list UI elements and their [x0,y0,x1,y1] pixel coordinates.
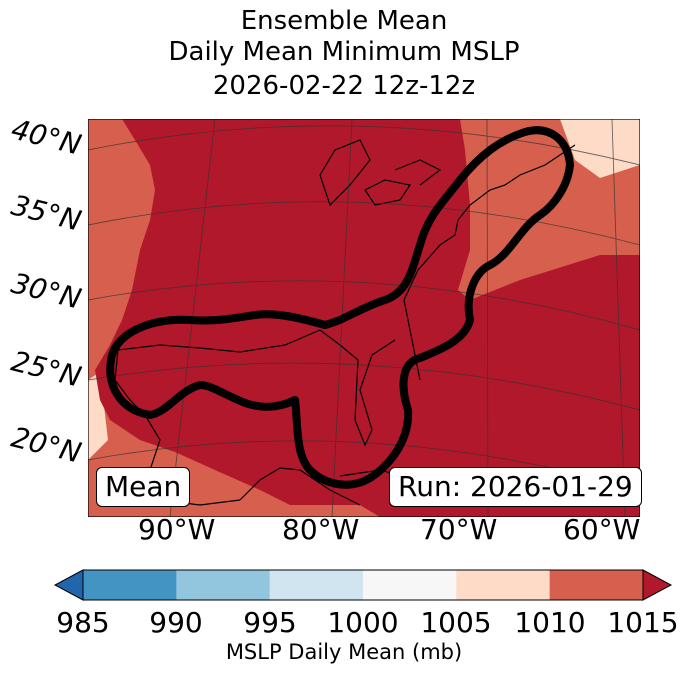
colorbar-extend-low [53,569,84,601]
colorbar-frame [82,569,644,601]
colorbar-segment-1 [83,570,177,600]
colorbar-tick-985: 985 [56,606,110,639]
title-line-3: 2026-02-22 12z-12z [212,71,476,101]
colorbar-tick-990: 990 [149,606,203,639]
lon-label-60w: 60°W [563,513,641,546]
lon-label-90w: 90°W [138,513,216,546]
colorbar-segment-3 [269,570,364,600]
colorbar-segment-6 [549,570,644,600]
contour-outline [106,126,574,489]
colorbar-label: MSLP Daily Mean (mb) [225,640,463,664]
colorbar-extend-high [642,569,673,601]
title-line-2: Daily Mean Minimum MSLP [168,37,520,67]
colorbar-tick-995: 995 [243,606,297,639]
mean-box: Mean [96,467,191,507]
title-line-1: Ensemble Mean [240,6,448,36]
lon-label-80w: 80°W [282,513,360,546]
lon-label-70w: 70°W [420,513,498,546]
run-date-box: Run: 2026-01-29 [389,467,642,507]
pressure-field-1000-1005-west [88,372,108,460]
colorbar [53,569,673,601]
colorbar-segment-5 [456,570,551,600]
pressure-field-1010-1015 [95,119,640,517]
colorbar-tick-1005: 1005 [420,606,492,639]
colorbar-tick-1010: 1010 [514,606,586,639]
colorbar-segment-2 [176,570,271,600]
pressure-field-1000-1005-northeast [560,119,640,178]
colorbar-tick-1000: 1000 [327,606,399,639]
colorbar-segment-4 [363,570,457,600]
colorbar-tick-1015: 1015 [607,606,679,639]
